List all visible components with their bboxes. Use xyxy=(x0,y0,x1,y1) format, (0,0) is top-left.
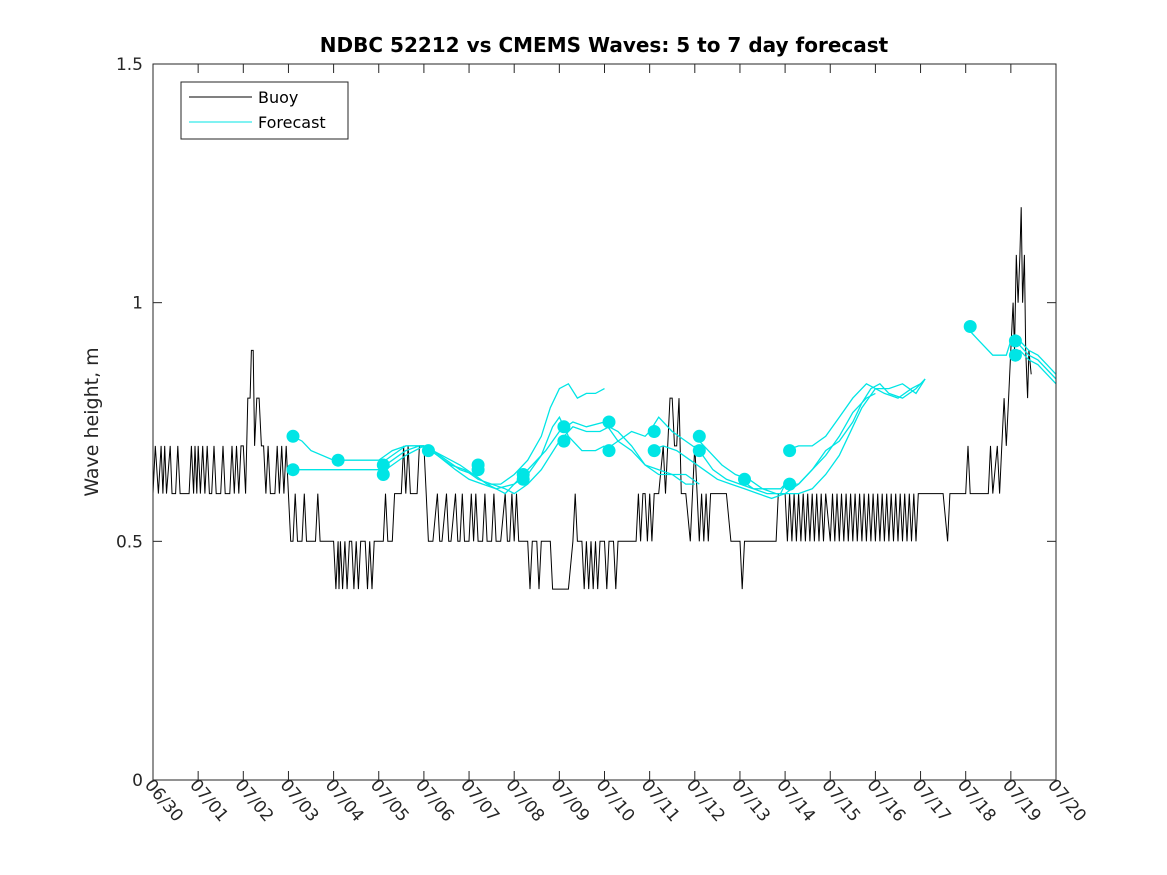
series-line-forecast xyxy=(694,378,926,495)
forecast-point xyxy=(516,472,530,486)
forecast-point xyxy=(471,463,485,477)
forecast-point xyxy=(738,472,751,486)
series-line-forecast xyxy=(649,392,876,500)
legend-label-buoy: Buoy xyxy=(258,88,298,107)
series-line-forecast xyxy=(378,421,700,495)
series-line-buoy xyxy=(152,207,1032,590)
y-tick-label: 0.5 xyxy=(116,532,143,552)
forecast-point xyxy=(286,463,300,477)
forecast-point xyxy=(1008,348,1022,362)
forecast-layer xyxy=(292,326,1057,500)
series-line-forecast xyxy=(739,378,926,495)
forecast-point xyxy=(421,444,435,458)
legend-label-forecast: Forecast xyxy=(258,113,326,132)
forecast-point xyxy=(557,434,571,448)
y-tick-label: 0 xyxy=(132,771,143,791)
forecast-point xyxy=(376,458,390,472)
y-tick-label: 1 xyxy=(132,294,143,314)
forecast-point xyxy=(1008,334,1022,348)
forecast-point xyxy=(647,444,661,458)
chart-title: NDBC 52212 vs CMEMS Waves: 5 to 7 day fo… xyxy=(320,33,889,57)
forecast-point xyxy=(602,444,616,458)
series-line-forecast xyxy=(784,382,921,452)
forecast-point xyxy=(783,477,797,491)
y-axis: 0 0.5 1 1.5 xyxy=(116,55,1056,791)
forecast-marker-layer xyxy=(286,320,1022,491)
y-tick-label: 1.5 xyxy=(116,55,143,75)
buoy-layer xyxy=(152,207,1032,590)
legend-box xyxy=(180,81,349,140)
forecast-point xyxy=(783,444,797,458)
forecast-point xyxy=(557,420,571,434)
forecast-point xyxy=(286,429,300,443)
forecast-point xyxy=(692,444,706,458)
legend: Buoy Forecast xyxy=(180,81,349,140)
forecast-point xyxy=(647,425,661,438)
forecast-point xyxy=(376,468,390,481)
forecast-point xyxy=(331,453,345,467)
forecast-point xyxy=(963,320,977,333)
forecast-point xyxy=(602,415,616,429)
series-line-forecast xyxy=(604,416,786,490)
y-axis-label: Wave height, m xyxy=(81,347,103,496)
series-line-forecast xyxy=(293,382,605,485)
forecast-point xyxy=(692,429,706,443)
